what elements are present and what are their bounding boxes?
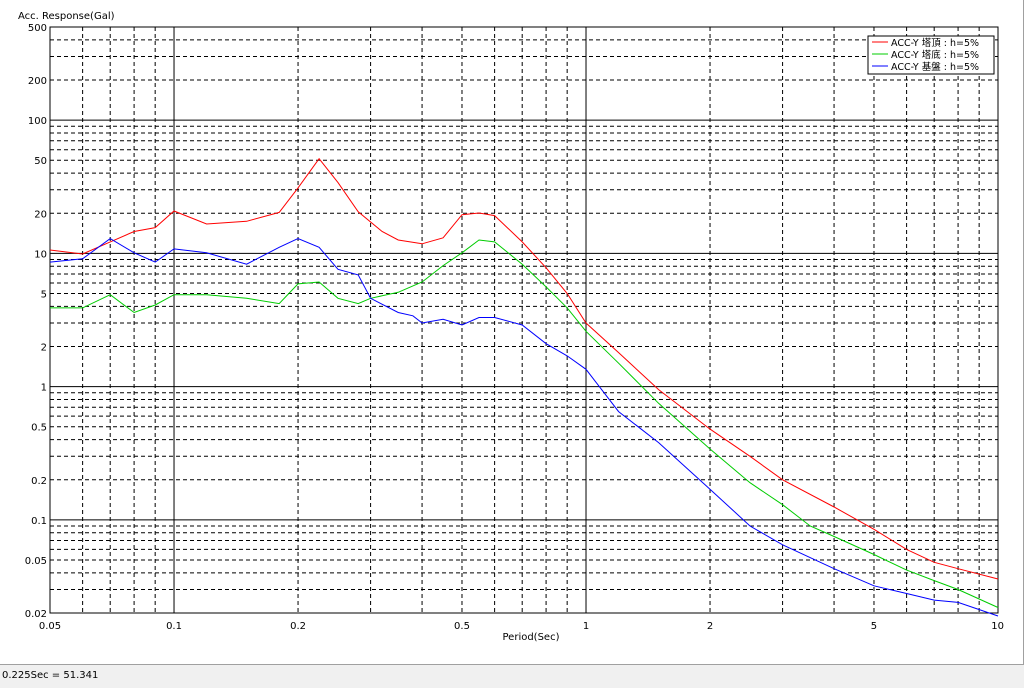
y-tick-label: 50 <box>34 156 47 167</box>
y-tick-label: 1 <box>41 383 47 394</box>
chart-window: Acc. Response(Gal) 0.02 0.05 0.1 0.2 0.5 1 2 5 1… <box>0 0 1024 664</box>
y-tick-label: 2 <box>41 343 47 354</box>
series-lines[interactable] <box>49 157 999 617</box>
y-tick-label: 0.5 <box>31 423 47 434</box>
y-tick-label: 5 <box>41 289 47 300</box>
x-tick-labels: 0.05 0.1 0.2 0.5 1 2 5 10 <box>39 621 1004 632</box>
y-tick-label: 100 <box>28 116 47 127</box>
x-tick-label: 2 <box>707 621 713 632</box>
y-tick-label: 200 <box>28 76 47 87</box>
y-tick-label: 10 <box>34 249 47 260</box>
cursor-readout: 0.225Sec = 51.341 <box>2 670 99 681</box>
x-tick-label: 0.2 <box>290 621 306 632</box>
series-line-2[interactable] <box>50 239 999 608</box>
x-tick-label: 0.05 <box>39 621 61 632</box>
y-tick-labels: 0.02 0.05 0.1 0.2 0.5 1 2 5 10 20 50 100 200 500 <box>25 23 47 620</box>
y-tick-label: 0.2 <box>31 476 47 487</box>
y-tick-label: 20 <box>34 209 47 220</box>
x-tick-label: 0.5 <box>454 621 470 632</box>
series-line-3[interactable] <box>49 238 999 617</box>
legend-label: ACC-Y 塔底 : h=5% <box>891 49 979 61</box>
x-tick-label: 0.1 <box>166 621 182 632</box>
y-tick-label: 0.02 <box>25 609 47 620</box>
legend-label: ACC-Y 基盤 : h=5% <box>891 61 979 73</box>
y-axis-title: Acc. Response(Gal) <box>18 11 115 22</box>
x-tick-label: 10 <box>991 621 1004 632</box>
legend: ACC-Y 塔頂 : h=5%ACC-Y 塔底 : h=5%ACC-Y 基盤 :… <box>867 35 995 75</box>
legend-box <box>867 35 995 75</box>
y-tick-label: 0.1 <box>31 516 47 527</box>
x-axis-title: Period(Sec) <box>503 632 560 643</box>
grid <box>50 27 998 613</box>
status-bar: 0.225Sec = 51.341 <box>0 664 1024 688</box>
response-spectrum-chart: Acc. Response(Gal) 0.020.050.10.20.51251… <box>18 11 1004 643</box>
legend-label: ACC-Y 塔頂 : h=5% <box>891 37 979 49</box>
plot-frame <box>49 26 999 614</box>
y-tick-label: 0.05 <box>25 556 47 567</box>
x-tick-label: 5 <box>871 621 877 632</box>
x-tick-label: 1 <box>583 621 589 632</box>
series-line-1[interactable] <box>49 157 999 580</box>
y-tick-label: 500 <box>28 23 47 34</box>
